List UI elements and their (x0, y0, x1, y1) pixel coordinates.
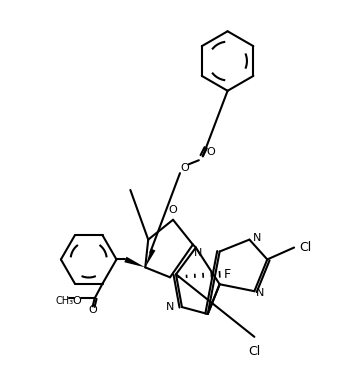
Polygon shape (145, 248, 156, 267)
Text: O: O (73, 296, 81, 306)
Text: O: O (206, 147, 215, 157)
Text: N: N (166, 302, 174, 312)
Text: CH₃: CH₃ (56, 296, 74, 306)
Polygon shape (124, 257, 145, 267)
Text: O: O (169, 205, 177, 215)
Text: N: N (256, 288, 264, 298)
Text: O: O (181, 163, 189, 173)
Text: Cl: Cl (299, 241, 311, 254)
Text: N: N (253, 233, 262, 243)
Text: O: O (88, 305, 97, 315)
Text: Cl: Cl (248, 345, 260, 358)
Text: N: N (194, 248, 202, 258)
Text: F: F (224, 268, 231, 281)
